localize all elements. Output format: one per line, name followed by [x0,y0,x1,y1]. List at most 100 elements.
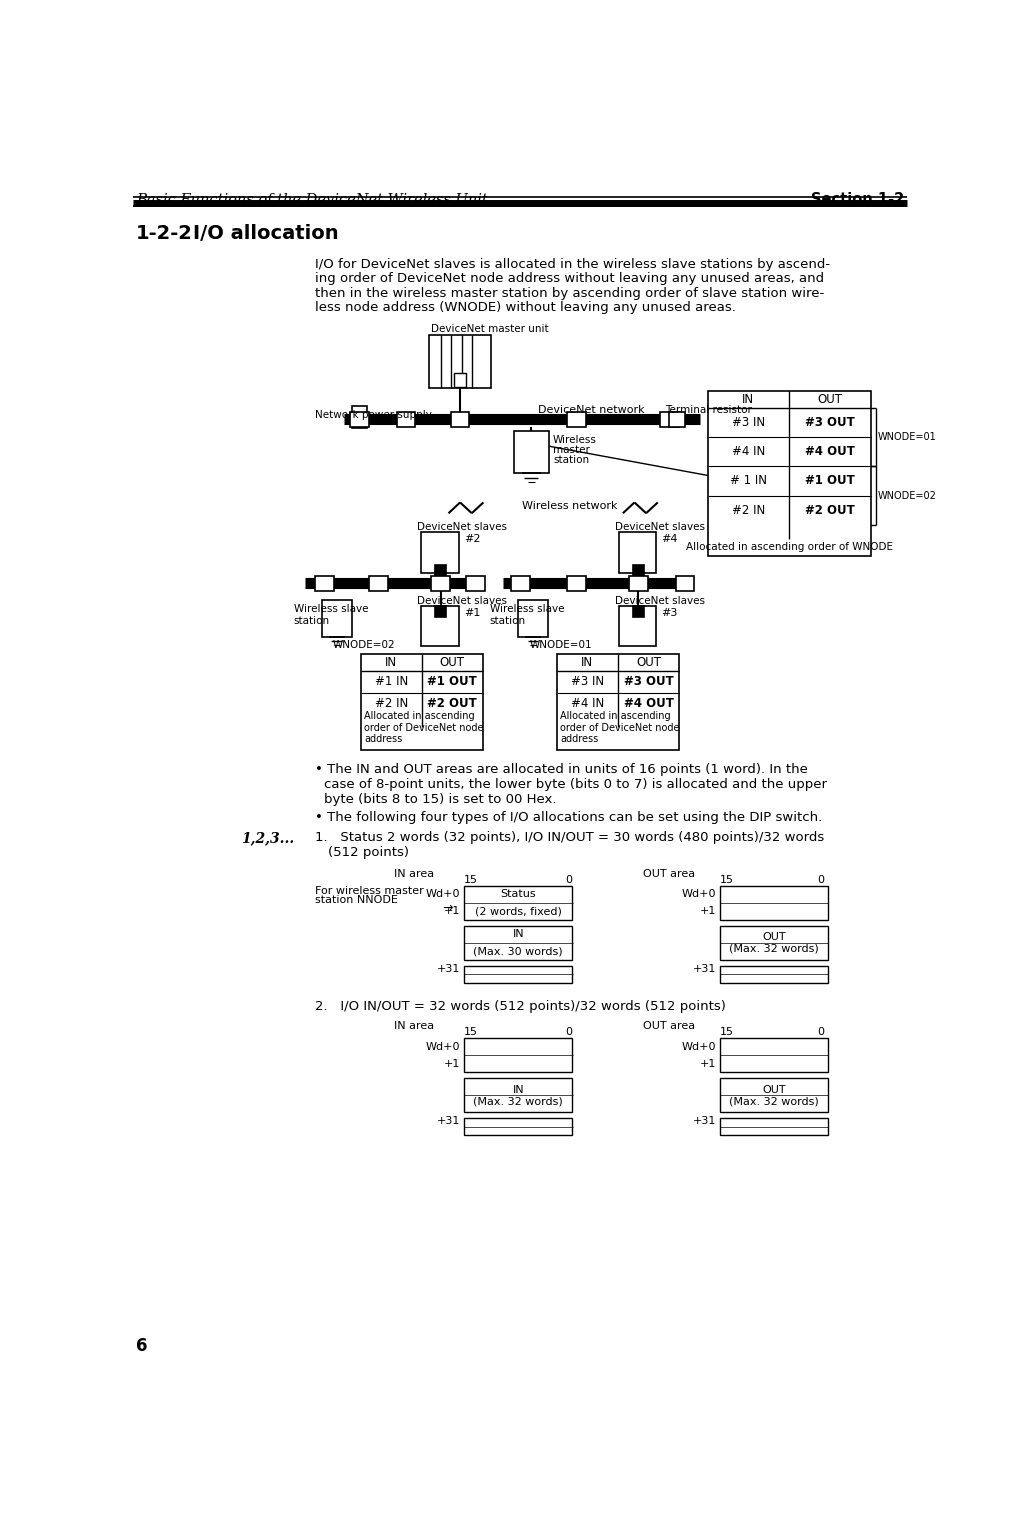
Bar [454,373,466,387]
Bar [464,925,572,959]
Bar [351,406,367,427]
Text: WNODE=02: WNODE=02 [878,490,937,501]
Bar [464,965,572,984]
Text: OUT area: OUT area [644,1022,695,1031]
Text: Basic Functions of the DeviceNet Wireless Unit: Basic Functions of the DeviceNet Wireles… [136,192,488,207]
Text: WNODE=01: WNODE=01 [878,432,937,443]
Bar [316,575,334,592]
Text: Terminal resistor: Terminal resistor [666,404,752,415]
Bar [435,607,447,618]
Text: WNODE=01: WNODE=01 [530,641,593,650]
Bar [421,532,459,572]
Text: 1.   Status 2 words (32 points), I/O IN/OUT = 30 words (480 points)/32 words: 1. Status 2 words (32 points), I/O IN/OU… [316,832,824,844]
Text: Allocated in ascending
order of DeviceNet node
address: Allocated in ascending order of DeviceNe… [364,712,483,744]
Bar [421,607,459,647]
Text: #4 IN: #4 IN [732,446,765,458]
Text: 0: 0 [565,875,572,885]
Bar [397,412,415,427]
Text: then in the wireless master station by ascending order of slave station wire-: then in the wireless master station by a… [316,287,824,300]
Text: →: → [442,902,453,915]
Bar [619,532,657,572]
Text: #2 OUT: #2 OUT [427,696,477,710]
Text: 15: 15 [720,875,734,885]
Text: #4 OUT: #4 OUT [623,696,673,710]
Text: #2 IN: #2 IN [375,696,408,710]
Text: OUT: OUT [439,656,465,669]
Bar [633,607,644,618]
Text: 15: 15 [464,875,478,885]
Text: Wd+0: Wd+0 [681,1042,716,1051]
Bar [431,575,450,592]
Text: #1 IN: #1 IN [375,675,408,689]
Text: Wd+0: Wd+0 [681,890,716,899]
Text: I/O for DeviceNet slaves is allocated in the wireless slave stations by ascend-: I/O for DeviceNet slaves is allocated in… [316,258,830,271]
Bar [567,412,586,427]
Text: 15: 15 [720,1027,734,1037]
Text: 6: 6 [136,1337,147,1354]
Bar [720,1039,828,1073]
Text: 2.   I/O IN/OUT = 32 words (512 points)/32 words (512 points): 2. I/O IN/OUT = 32 words (512 points)/32… [316,1001,726,1013]
Text: less node address (WNODE) without leaving any unused areas.: less node address (WNODE) without leavin… [316,301,736,315]
Text: Wireless slave
station: Wireless slave station [293,604,368,626]
Text: (2 words, fixed): (2 words, fixed) [475,907,561,916]
Text: IN: IN [582,656,594,669]
Bar [464,1079,572,1113]
Text: IN: IN [385,656,397,669]
Text: OUT: OUT [636,656,661,669]
Bar [720,925,828,959]
Text: • The following four types of I/O allocations can be set using the DIP switch.: • The following four types of I/O alloca… [316,812,822,824]
Bar [512,575,530,592]
Text: #3: #3 [662,609,678,618]
Bar [435,564,447,575]
Text: DeviceNet slaves: DeviceNet slaves [615,521,705,532]
Text: #2 IN: #2 IN [732,504,765,516]
Text: WNODE=02: WNODE=02 [332,641,395,650]
Bar [429,335,491,389]
Text: #4 OUT: #4 OUT [805,446,855,458]
Bar [720,885,828,919]
Bar [676,575,694,592]
Text: Wd+0: Wd+0 [425,1042,460,1051]
Bar [557,655,679,750]
Text: 1-2-2: 1-2-2 [136,224,193,243]
Text: case of 8-point units, the lower byte (bits 0 to 7) is allocated and the upper: case of 8-point units, the lower byte (b… [325,778,827,792]
Text: Network power supply: Network power supply [316,410,432,420]
Bar [515,430,549,473]
Text: Wd+0: Wd+0 [425,890,460,899]
Text: station: station [553,455,590,464]
Text: DeviceNet slaves: DeviceNet slaves [417,521,508,532]
Text: IN area: IN area [394,868,433,879]
Text: #1 OUT: #1 OUT [427,675,477,689]
Text: #1 OUT: #1 OUT [805,475,855,487]
Bar [519,601,548,638]
Text: Wireless network: Wireless network [522,501,617,510]
Text: DeviceNet slaves: DeviceNet slaves [615,596,705,607]
Text: 0: 0 [565,1027,572,1037]
Text: master: master [553,444,590,455]
Text: #4: #4 [662,533,678,544]
Text: IN area: IN area [394,1022,433,1031]
Bar [720,965,828,984]
Bar [464,885,572,919]
Text: Allocated in ascending
order of DeviceNet node
address: Allocated in ascending order of DeviceNe… [560,712,680,744]
Bar [720,1079,828,1113]
Bar [567,575,586,592]
Text: ing order of DeviceNet node address without leaving any unused areas, and: ing order of DeviceNet node address with… [316,272,824,286]
Text: 0: 0 [817,1027,824,1037]
Text: +1: +1 [699,1059,716,1068]
Text: +31: +31 [692,964,716,973]
Text: OUT
(Max. 32 words): OUT (Max. 32 words) [729,1085,819,1107]
Text: byte (bits 8 to 15) is set to 00 Hex.: byte (bits 8 to 15) is set to 00 Hex. [325,793,557,805]
Text: (512 points): (512 points) [329,845,409,859]
Text: Wireless slave
station: Wireless slave station [489,604,564,626]
Bar [660,412,679,427]
Text: #3 IN: #3 IN [732,417,765,429]
Bar [464,1039,572,1073]
Text: +31: +31 [692,1116,716,1127]
Text: IN: IN [742,393,754,406]
Bar [464,1119,572,1136]
Text: Status: Status [500,890,536,899]
Text: +31: +31 [436,1116,460,1127]
Text: Allocated in ascending order of WNODE: Allocated in ascending order of WNODE [686,543,893,552]
Bar [708,390,871,556]
